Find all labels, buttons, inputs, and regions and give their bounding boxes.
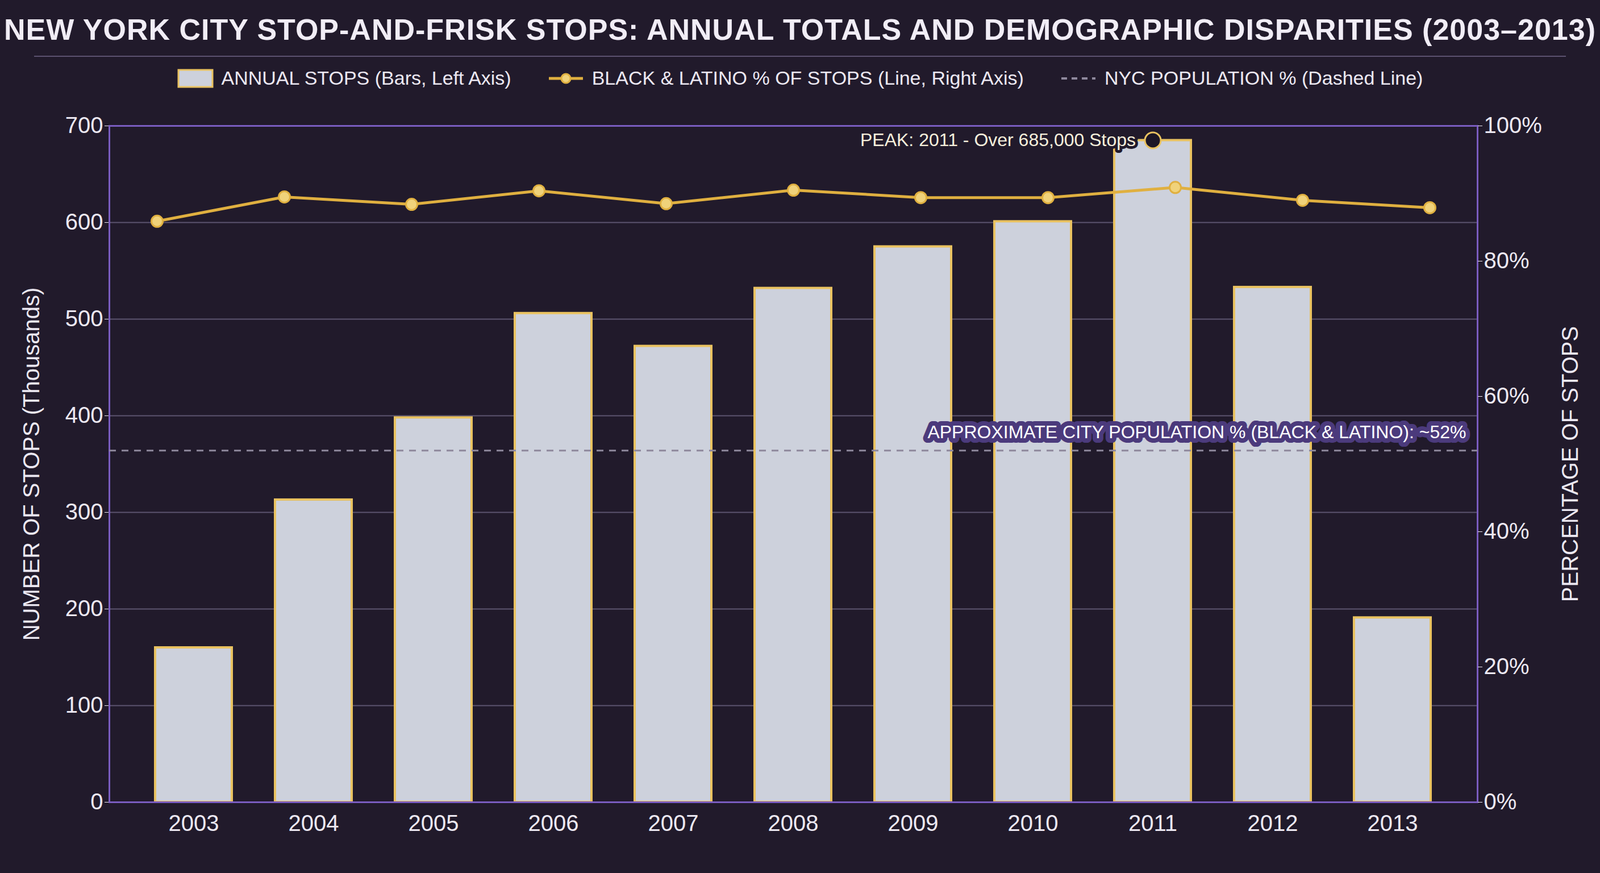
svg-text:300: 300 [65,498,104,524]
svg-text:600: 600 [65,209,104,235]
svg-text:APPROXIMATE CITY POPULATION %: APPROXIMATE CITY POPULATION % (BLACK & L… [927,421,1466,443]
svg-text:2011: 2011 [1128,810,1178,836]
svg-text:2005: 2005 [408,810,460,836]
svg-text:2010: 2010 [1007,810,1059,836]
svg-text:100%: 100% [1484,112,1543,138]
svg-text:2012: 2012 [1247,810,1299,836]
svg-text:PERCENTAGE OF STOPS: PERCENTAGE OF STOPS [1557,326,1583,602]
svg-text:400: 400 [65,402,104,428]
svg-text:2004: 2004 [288,810,340,836]
svg-text:2008: 2008 [768,810,819,836]
svg-text:60%: 60% [1484,382,1530,408]
svg-text:0: 0 [90,788,103,814]
html-text:ANNUAL STOPS (Bars, Left Axis): ANNUAL STOPS (Bars, Left Axis) [221,67,512,89]
svg-text:NUMBER OF STOPS (Thousands): NUMBER OF STOPS (Thousands) [18,287,44,641]
svg-text:2007: 2007 [648,810,699,836]
svg-text:PEAK: 2011 - Over 685,000 Stop: PEAK: 2011 - Over 685,000 Stops [860,129,1136,150]
svg-text:100: 100 [65,692,104,718]
svg-text:80%: 80% [1484,247,1530,273]
svg-text:2003: 2003 [168,810,220,836]
svg-text:2006: 2006 [528,810,579,836]
svg-text:2009: 2009 [888,810,939,836]
svg-text:20%: 20% [1484,653,1530,679]
svg-text:200: 200 [65,595,104,621]
svg-text:2013: 2013 [1367,810,1419,836]
svg-text:0%: 0% [1484,788,1518,814]
html-text:NYC POPULATION % (Dashed Line): NYC POPULATION % (Dashed Line) [1104,67,1424,89]
html-text:BLACK & LATINO % OF STOPS (Lin: BLACK & LATINO % OF STOPS (Line, Right A… [591,67,1024,89]
svg-text:40%: 40% [1484,518,1530,544]
html-text:NEW YORK CITY STOP-AND-FRISK S: NEW YORK CITY STOP-AND-FRISK STOPS: ANNU… [3,13,1597,47]
svg-text:500: 500 [65,305,104,331]
svg-text:700: 700 [65,112,104,138]
